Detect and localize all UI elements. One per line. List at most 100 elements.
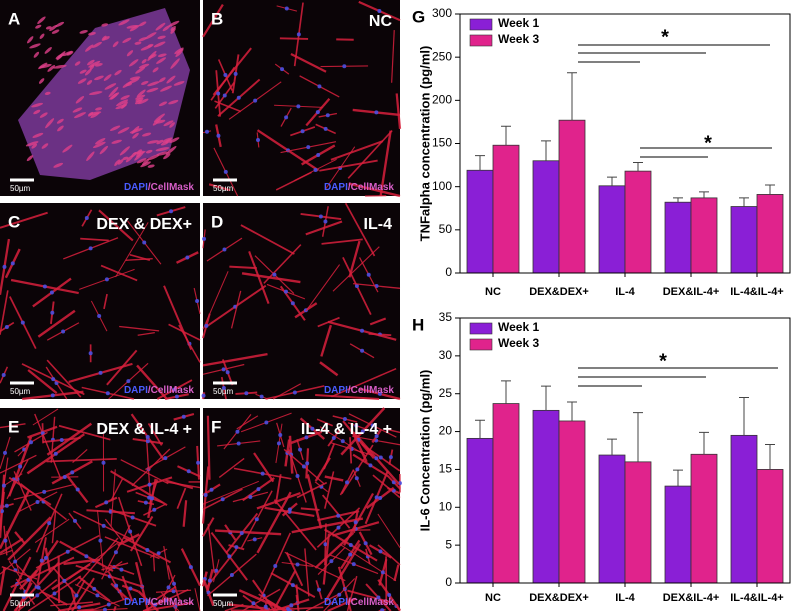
x-tick-label: NC (485, 286, 501, 298)
cell (35, 24, 42, 29)
cell-fiber (51, 510, 57, 544)
cell (159, 101, 168, 107)
cell-fiber (34, 413, 62, 479)
cell (84, 68, 92, 76)
stain-label: DAPI/CellMask (124, 597, 194, 608)
cell (156, 139, 164, 145)
nucleus (126, 379, 131, 384)
cell (140, 80, 149, 85)
cell (166, 75, 176, 84)
cell (109, 92, 120, 100)
cell (162, 25, 171, 32)
stain-cellmask: /CellMask (348, 182, 395, 193)
nucleus (276, 441, 281, 446)
nucleus (43, 555, 48, 560)
cell (122, 81, 132, 88)
error-bar (673, 469, 683, 487)
cell-fiber (314, 457, 331, 482)
legend-label: Week 3 (498, 32, 539, 46)
y-tick-label: 250 (432, 49, 452, 63)
cell-fiber (103, 293, 108, 310)
nucleus (360, 348, 365, 353)
cell (140, 161, 151, 168)
stain-cellmask: /CellMask (348, 385, 395, 396)
cell (170, 26, 176, 31)
nucleus (188, 565, 193, 570)
bar (756, 469, 784, 584)
y-tick-label: 50 (439, 222, 453, 236)
cell-fiber (163, 285, 193, 351)
cell (122, 156, 129, 160)
legend-label: Week 1 (498, 16, 539, 30)
nucleus (284, 6, 289, 11)
cell-fiber (110, 469, 116, 527)
cell-fiber (284, 551, 346, 582)
cell (132, 132, 139, 139)
nucleus (323, 542, 328, 547)
cell (103, 74, 112, 81)
bar (466, 169, 494, 274)
x-tick-label: IL-4 (615, 286, 635, 298)
cell (162, 137, 173, 143)
cell-fiber (0, 423, 26, 429)
cell-fiber (72, 448, 88, 463)
cell-fiber (315, 394, 380, 400)
nucleus (220, 497, 225, 502)
cell (130, 151, 137, 158)
micrograph-panel: E DEX & IL-4 + 50µm DAPI/CellMask (0, 408, 201, 611)
nucleus (380, 570, 385, 575)
cell-fiber (349, 437, 353, 464)
nucleus (329, 559, 334, 564)
stain-dapi: DAPI (124, 385, 148, 396)
cell-fiber (348, 182, 401, 198)
nucleus (260, 471, 265, 476)
nucleus (351, 562, 356, 567)
nucleus (113, 550, 118, 555)
cell-fiber (331, 367, 397, 398)
nucleus (378, 496, 383, 501)
nucleus (201, 393, 206, 398)
cell (87, 59, 95, 66)
nucleus (20, 320, 25, 325)
panel-title: DEX & IL-4 + (96, 421, 192, 438)
cell (122, 37, 132, 43)
cell (157, 35, 166, 40)
y-tick-label: 10 (439, 499, 453, 513)
nucleus (203, 493, 208, 498)
cell-fiber (321, 494, 351, 529)
nucleus (143, 500, 148, 505)
cell-fiber (339, 543, 397, 582)
cell-fiber (113, 605, 117, 611)
cell (99, 145, 109, 155)
cell (155, 22, 166, 31)
cell (88, 91, 103, 96)
nucleus (380, 608, 385, 611)
nucleus (59, 438, 64, 443)
cell-fiber (344, 202, 376, 257)
cell (51, 29, 60, 34)
cell (120, 95, 130, 100)
x-tick-label: DEX&IL-4+ (663, 592, 720, 604)
nucleus (376, 595, 381, 600)
nucleus (95, 593, 100, 598)
cell-fiber (290, 53, 327, 73)
nucleus (253, 98, 258, 103)
cell-fiber (240, 224, 295, 255)
cell-fiber (10, 556, 75, 588)
x-tick-label: DEX&DEX+ (529, 592, 589, 604)
nucleus (292, 390, 297, 395)
cell-fiber (136, 364, 168, 400)
cell (134, 99, 143, 105)
cell (53, 162, 64, 168)
nucleus (166, 585, 171, 590)
cell (155, 147, 170, 152)
nucleus (3, 450, 8, 455)
nucleus (377, 391, 382, 396)
cell (138, 21, 147, 27)
nucleus (222, 93, 227, 98)
cell-fiber (348, 240, 361, 278)
cell (134, 41, 142, 45)
cell-fiber (320, 324, 332, 357)
nucleus (104, 277, 109, 282)
scaffold (18, 8, 190, 180)
